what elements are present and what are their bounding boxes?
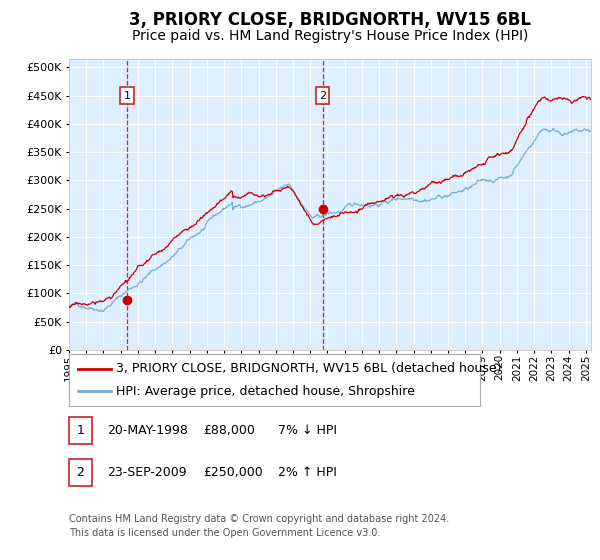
Text: 3, PRIORY CLOSE, BRIDGNORTH, WV15 6BL (detached house): 3, PRIORY CLOSE, BRIDGNORTH, WV15 6BL (d… — [116, 362, 502, 375]
Text: 23-SEP-2009: 23-SEP-2009 — [107, 466, 187, 479]
Text: 20-MAY-1998: 20-MAY-1998 — [107, 424, 188, 437]
Text: 7% ↓ HPI: 7% ↓ HPI — [278, 424, 337, 437]
Text: £250,000: £250,000 — [203, 466, 263, 479]
Text: 2: 2 — [319, 91, 326, 101]
Text: 2% ↑ HPI: 2% ↑ HPI — [278, 466, 337, 479]
Text: Price paid vs. HM Land Registry's House Price Index (HPI): Price paid vs. HM Land Registry's House … — [132, 29, 528, 44]
Text: Contains HM Land Registry data © Crown copyright and database right 2024.
This d: Contains HM Land Registry data © Crown c… — [69, 514, 449, 538]
Text: £88,000: £88,000 — [203, 424, 254, 437]
Text: HPI: Average price, detached house, Shropshire: HPI: Average price, detached house, Shro… — [116, 385, 415, 398]
Text: 1: 1 — [76, 424, 85, 437]
Text: 3, PRIORY CLOSE, BRIDGNORTH, WV15 6BL: 3, PRIORY CLOSE, BRIDGNORTH, WV15 6BL — [129, 11, 531, 29]
Text: 1: 1 — [124, 91, 131, 101]
Text: 2: 2 — [76, 466, 85, 479]
